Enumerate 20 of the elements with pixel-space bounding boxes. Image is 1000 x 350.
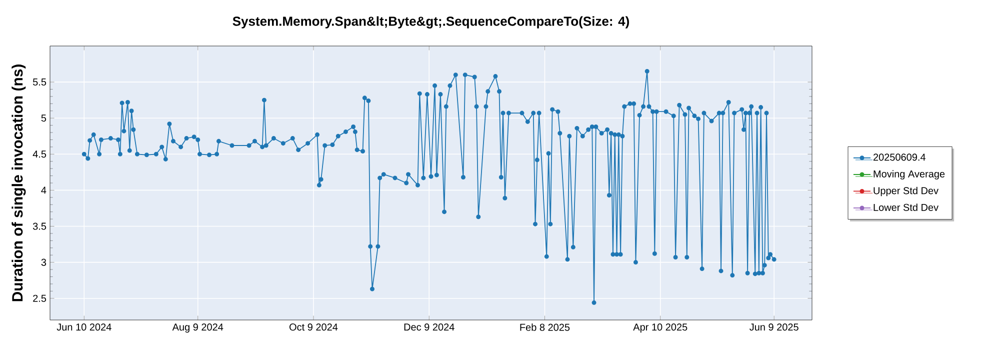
legend-label: Moving Average — [874, 170, 945, 180]
y-tick-label: 4.5 — [32, 150, 46, 158]
y-tick-label: 5 — [41, 114, 46, 122]
legend-label: 20250609.4 — [873, 154, 926, 161]
y-tick-label: 5.5 — [32, 78, 46, 86]
x-tick-label: Oct 9 2024 — [290, 324, 338, 331]
x-tick-label: Aug 9 2024 — [172, 324, 224, 333]
chart-title: System.Memory.Span&lt;Byte&gt;.SequenceCompareTo(Size: 4) — [232, 16, 629, 28]
y-tick-label: 3 — [41, 258, 46, 266]
x-tick-label: Feb 8 2025 — [520, 324, 570, 331]
x-tick-label: Dec 9 2024 — [404, 324, 454, 331]
y-axis-title: Duration of single invocation (ns) — [12, 64, 26, 302]
y-tick-label: 4 — [41, 186, 46, 194]
legend-label: Upper Std Dev — [874, 186, 939, 196]
x-tick-label: Apr 10 2025 — [633, 324, 688, 333]
legend-label: Lower Std Dev — [874, 204, 939, 211]
x-tick-label: Jun 9 2025 — [750, 324, 798, 331]
y-tick-label: 2.5 — [33, 294, 46, 302]
x-tick-label: Jun 10 2024 — [56, 324, 112, 331]
y-tick-label: 3.5 — [32, 222, 46, 230]
